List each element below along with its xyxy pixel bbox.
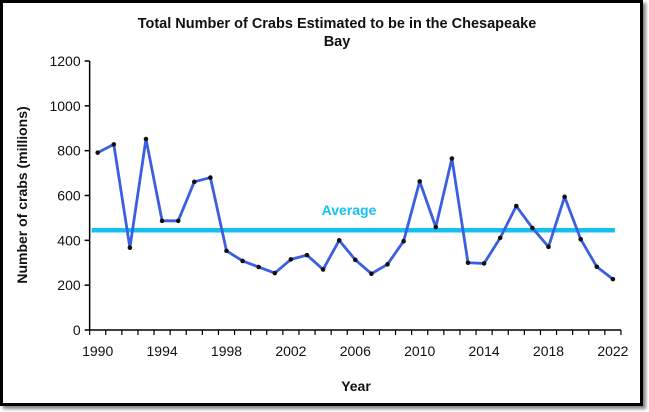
data-point-2009 — [401, 238, 406, 244]
x-tick-label: 2018 — [533, 343, 564, 359]
x-tick-label: 2002 — [275, 343, 306, 359]
data-point-2022 — [610, 276, 616, 282]
y-tick-label: 400 — [57, 232, 81, 248]
x-tick-label: 1994 — [147, 343, 178, 359]
data-point-1990 — [95, 150, 100, 155]
x-tick-label: 2022 — [597, 343, 628, 359]
data-point-2004 — [320, 267, 326, 272]
average-label: Average — [322, 202, 377, 218]
data-point-2017 — [530, 225, 535, 231]
data-point-1998 — [224, 248, 229, 254]
data-point-2008 — [385, 262, 390, 267]
data-point-2003 — [304, 252, 310, 258]
y-tick-label: 1000 — [49, 98, 80, 114]
x-tick-label: 2006 — [340, 343, 371, 359]
x-tick-label: 2014 — [469, 343, 500, 359]
data-point-1994 — [159, 218, 165, 224]
chart-title-line-2: Bay — [324, 34, 351, 50]
data-point-2012 — [449, 156, 455, 161]
chart-title-line-1: Total Number of Crabs Estimated to be in… — [138, 16, 537, 32]
chart-frame — [0, 0, 643, 406]
data-point-2011 — [433, 224, 439, 230]
y-tick-label: 800 — [57, 143, 81, 159]
data-point-2020 — [578, 236, 583, 242]
data-point-2016 — [514, 203, 519, 209]
data-point-2010 — [417, 179, 423, 184]
data-point-2019 — [562, 194, 567, 200]
x-tick-label: 2010 — [404, 343, 435, 359]
data-point-1993 — [143, 136, 149, 142]
x-axis-label: Year — [341, 378, 371, 394]
data-point-1991 — [111, 142, 117, 147]
data-point-1999 — [240, 258, 245, 264]
data-point-2006 — [353, 257, 358, 263]
y-axis-label: Number of crabs (millions) — [14, 106, 30, 283]
y-tick-label: 200 — [57, 277, 81, 293]
data-point-1997 — [208, 175, 213, 180]
data-point-2007 — [369, 271, 374, 277]
data-point-1995 — [175, 218, 181, 224]
data-point-2000 — [256, 264, 262, 270]
y-tick-label: 600 — [57, 188, 81, 204]
data-point-1996 — [192, 179, 197, 185]
data-point-2015 — [497, 235, 503, 241]
x-tick-label: 1998 — [211, 343, 242, 359]
data-point-2002 — [288, 257, 294, 262]
y-tick-label: 0 — [73, 322, 81, 338]
x-tick-label: 1990 — [82, 343, 113, 359]
y-tick-label: 1200 — [49, 53, 80, 69]
data-point-2021 — [594, 264, 600, 270]
data-point-2013 — [465, 260, 471, 266]
data-point-2005 — [336, 238, 342, 243]
data-point-2014 — [481, 261, 487, 266]
data-point-2001 — [272, 270, 278, 276]
data-point-2018 — [546, 244, 551, 250]
data-point-1992 — [127, 245, 133, 251]
